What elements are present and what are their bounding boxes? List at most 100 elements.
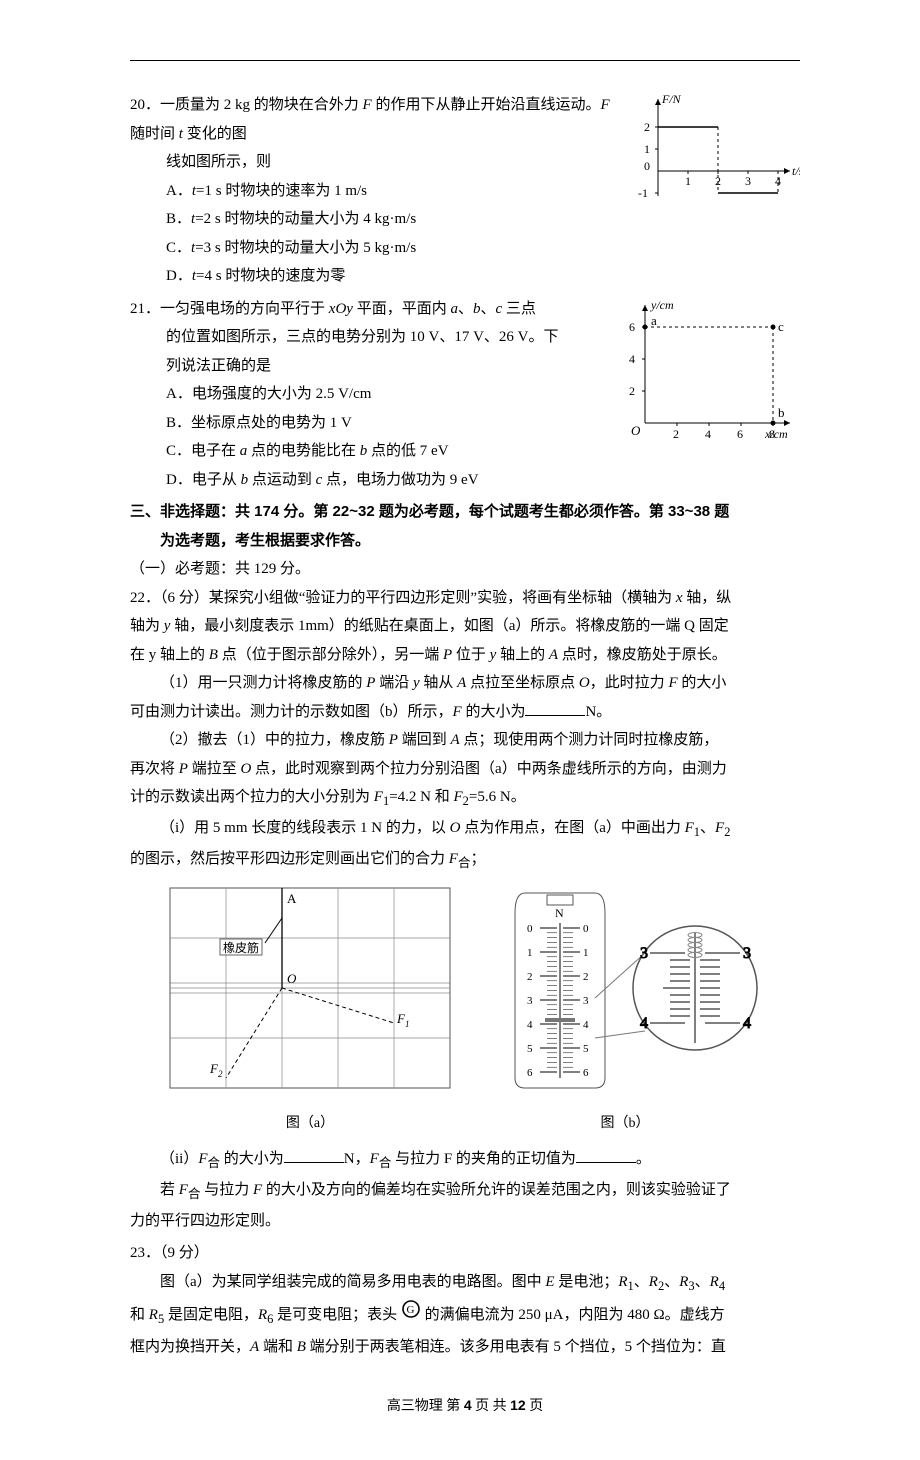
- q23-l1: 图（a）为某同学组装完成的简易多用电表的电路图。图中 E 是电池；R1、R2、R…: [130, 1268, 800, 1299]
- t: =2 s 时物块的动量大小为 4 kg·m/s: [195, 211, 416, 227]
- q21-optA: A．电场强度的大小为 2.5 V/cm: [130, 380, 607, 409]
- svg-text:G: G: [406, 1304, 414, 1316]
- v: O: [450, 820, 461, 836]
- v: P: [443, 647, 452, 663]
- svg-text:5: 5: [583, 1043, 589, 1055]
- v: x: [676, 590, 683, 606]
- t: ；: [470, 851, 485, 867]
- lb: b: [778, 405, 785, 420]
- q21-num: 21．: [130, 301, 160, 317]
- t: =4.2 N 和: [389, 789, 453, 805]
- q22-figures: 橡皮筋 A O F1 F2 图（a） N 0123456: [130, 883, 800, 1137]
- t: 的大小: [678, 675, 727, 691]
- xt: 6: [737, 427, 743, 441]
- q20-optA: A．t=1 s 时物块的速率为 1 m/s: [130, 177, 622, 206]
- q22-l2: 轴为 y 轴，最小刻度表示 1mm）的纸贴在桌面上，如图（a）所示。将橡皮筋的一…: [130, 612, 800, 641]
- q22-figB: N 0123456 0123456 3 3: [485, 883, 765, 1098]
- lblO: O: [287, 971, 297, 986]
- v: R: [649, 1274, 658, 1290]
- q21-optD: D．电子从 b 点运动到 c 点，电场力做功为 9 eV: [130, 466, 607, 495]
- t: C．电子在: [166, 443, 240, 459]
- t: N，: [344, 1151, 370, 1167]
- figA-cap: 图（a）: [165, 1111, 455, 1138]
- v: P: [389, 732, 398, 748]
- q22-figA-wrap: 橡皮筋 A O F1 F2 图（a）: [165, 883, 455, 1137]
- svg-text:0: 0: [583, 923, 589, 935]
- xt: 2: [673, 427, 679, 441]
- v: F: [668, 675, 677, 691]
- t: 点运动到: [248, 472, 316, 488]
- t: （2）撤去（1）中的拉力，橡皮筋: [160, 732, 389, 748]
- v: E: [545, 1274, 554, 1290]
- pt-b: [771, 420, 776, 425]
- t: 的大小及方向的偏差均在实验所允许的误差范围之内，则该实验验证了: [262, 1182, 731, 1198]
- blank-Fh[interactable]: [284, 1147, 344, 1163]
- q22-p5b: 力的平行四边形定则。: [130, 1207, 800, 1236]
- t: 与拉力 F 的夹角的正切值为: [391, 1151, 576, 1167]
- t: 轴，纵: [683, 590, 732, 606]
- v: R: [149, 1307, 158, 1323]
- t: 端分别于两表笔相连。该多用电表有 5 个挡位，5 个挡位为：直: [306, 1339, 726, 1355]
- q21-chart: x/cm y/cm O 6 4 2 2 4 6 8 a b c: [615, 295, 800, 445]
- q20-optD: D．t=4 s 时物块的速度为零: [130, 262, 622, 291]
- v: F: [453, 789, 462, 805]
- t: =3 s 时物块的动量大小为 5 kg·m/s: [195, 240, 416, 256]
- t: =1 s 时物块的速率为 1 m/s: [196, 183, 367, 199]
- t: 、: [664, 1274, 679, 1290]
- pt-a: [643, 324, 648, 329]
- t: 计的示数读出两个拉力的大小分别为: [130, 789, 374, 805]
- ylabel: F/N: [661, 92, 682, 106]
- q22-p2b: 再次将 P 端拉至 O 点，此时观察到两个拉力分别沿图（a）中两条虚线所示的方向…: [130, 755, 800, 784]
- t: 点，此时观察到两个拉力分别沿图（a）中两条虚线所示的方向，由测力: [251, 761, 726, 777]
- svg-text:3: 3: [527, 995, 533, 1007]
- sec3-l2: 为选考题，考生根据要求作答。: [130, 527, 800, 556]
- svg-text:1: 1: [527, 947, 533, 959]
- t: 点的电势能比在: [247, 443, 360, 459]
- svg-text:6: 6: [583, 1067, 589, 1079]
- var: xOy: [329, 301, 353, 317]
- svg-text:6: 6: [527, 1067, 533, 1079]
- t: 轴从: [420, 675, 458, 691]
- t: N。: [585, 704, 611, 720]
- svg-text:4: 4: [527, 1019, 533, 1031]
- q22: 22．（6 分）某探究小组做“验证力的平行四边形定则”实验，将画有坐标轴（横轴为…: [130, 584, 800, 1236]
- svg-text:2: 2: [583, 971, 589, 983]
- xlabel: t/s: [792, 164, 800, 178]
- v: F: [179, 1182, 188, 1198]
- t: 端沿: [375, 675, 413, 691]
- lbl: B．: [166, 211, 191, 227]
- t: 端和: [259, 1339, 297, 1355]
- v: O: [579, 675, 590, 691]
- q21: 21．一匀强电场的方向平行于 xOy 平面，平面内 a、b、c 三点 的位置如图…: [130, 295, 800, 495]
- yt: 1: [644, 142, 650, 156]
- blank-tan[interactable]: [576, 1147, 636, 1163]
- v: B: [297, 1339, 306, 1355]
- t: 再次将: [130, 761, 179, 777]
- v: A: [450, 732, 459, 748]
- pt-c: [771, 324, 776, 329]
- t: 点时，橡皮筋处于原长。: [558, 647, 727, 663]
- t: 图（a）为某同学组装完成的简易多用电表的电路图。图中: [160, 1274, 545, 1290]
- t: 点拉至坐标原点: [466, 675, 579, 691]
- q22-l3: 在 y 轴上的 B 点（位于图示部分除外），另一端 P 位于 y 轴上的 A 点…: [130, 641, 800, 670]
- top-rule: [130, 60, 800, 61]
- xt: 4: [705, 427, 711, 441]
- t: 的作用下从静止开始沿直线运动。: [372, 97, 601, 113]
- sec3-sub: （一）必考题：共 129 分。: [130, 555, 800, 584]
- t: =5.6 N。: [469, 789, 526, 805]
- t: 的满偏电流为 250 μA，内阻为 480 Ω。虚线方: [421, 1307, 725, 1323]
- t: =4 s 时物块的速度为零: [196, 268, 345, 284]
- meter-icon: G: [401, 1299, 421, 1332]
- F2: F2: [209, 1061, 223, 1079]
- blank-F[interactable]: [525, 700, 585, 716]
- sec3-l1: 三、非选择题：共 174 分。第 22~32 题为必考题，每个试题考生都必须作答…: [130, 498, 800, 527]
- figB-cap: 图（b）: [485, 1111, 765, 1138]
- v: F: [374, 789, 383, 805]
- t: ，此时拉力: [590, 675, 669, 691]
- t: 变化的图: [183, 126, 247, 142]
- lbl: A．: [166, 183, 192, 199]
- v: b: [241, 472, 249, 488]
- yt: -1: [638, 186, 648, 200]
- q20-text: 20．一质量为 2 kg 的物块在合外力 F 的作用下从静止开始沿直线运动。F …: [130, 91, 622, 291]
- v: F: [198, 1151, 207, 1167]
